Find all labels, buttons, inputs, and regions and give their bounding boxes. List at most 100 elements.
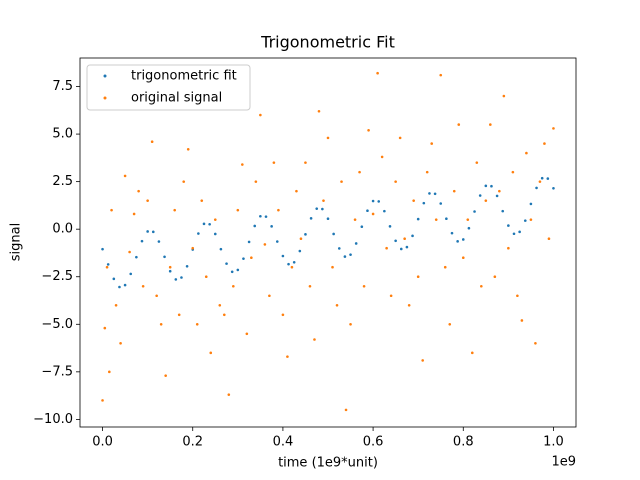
point: [326, 217, 330, 221]
point: [490, 184, 493, 188]
point: [123, 174, 127, 178]
point: [290, 265, 294, 269]
x-axis-label: time (1e9*unit): [278, 456, 378, 471]
point: [225, 262, 228, 265]
point: [434, 218, 438, 221]
point: [195, 322, 199, 326]
point: [164, 374, 167, 377]
point: [219, 247, 223, 251]
point: [105, 265, 109, 269]
point: [535, 186, 538, 190]
y-axis-label: signal: [9, 223, 24, 261]
point: [520, 319, 524, 322]
point: [529, 218, 533, 221]
point: [450, 231, 454, 235]
point: [250, 256, 253, 260]
point: [101, 399, 104, 402]
point: [484, 199, 488, 202]
point: [394, 180, 397, 183]
point: [495, 194, 499, 198]
y-tick-label: −7.5: [41, 364, 73, 379]
point: [197, 232, 200, 235]
point: [516, 294, 519, 298]
point: [480, 284, 483, 288]
point: [416, 275, 420, 279]
point: [353, 218, 357, 221]
point: [103, 326, 107, 330]
point: [277, 208, 280, 212]
point: [268, 294, 271, 298]
point: [478, 194, 482, 197]
point: [264, 215, 268, 218]
y-tick-label: 5.0: [52, 127, 73, 142]
point: [475, 161, 479, 164]
point: [254, 180, 258, 183]
point: [119, 342, 122, 345]
point: [209, 351, 213, 355]
point: [389, 294, 393, 298]
point: [529, 202, 533, 206]
point: [286, 355, 289, 358]
point: [106, 263, 110, 266]
point: [292, 260, 296, 264]
point: [236, 268, 240, 272]
point: [416, 217, 420, 221]
point: [157, 240, 161, 243]
point: [543, 142, 546, 145]
point: [295, 189, 298, 193]
point: [371, 212, 375, 216]
y-tick-label: 7.5: [52, 79, 73, 94]
point: [439, 73, 443, 77]
point: [155, 294, 158, 298]
x-tick-label: 0.6: [363, 435, 384, 450]
point: [140, 239, 144, 243]
point: [443, 265, 447, 269]
point: [202, 222, 206, 226]
point: [439, 202, 443, 205]
point: [360, 225, 364, 229]
x-tick-label: 0.8: [453, 435, 474, 450]
point: [552, 186, 555, 190]
y-tick-label: 2.5: [52, 174, 73, 189]
point: [263, 243, 267, 246]
point: [241, 163, 244, 166]
point: [321, 207, 324, 211]
point: [470, 351, 474, 355]
plot-frame: [79, 57, 577, 428]
point: [168, 269, 172, 273]
point: [108, 370, 111, 374]
point: [489, 123, 492, 126]
point: [552, 127, 555, 130]
point: [180, 276, 183, 279]
point: [141, 284, 145, 288]
point: [457, 123, 461, 126]
x-offset-text: 1e9: [551, 455, 576, 470]
point: [371, 199, 375, 203]
legend-marker: [103, 96, 107, 100]
point: [377, 200, 381, 203]
point: [362, 284, 366, 288]
point: [281, 313, 285, 317]
y-tick-label: −5.0: [41, 317, 73, 332]
point: [461, 256, 465, 260]
x-tick-label: 0.2: [182, 435, 203, 450]
point: [308, 284, 312, 288]
point: [163, 255, 166, 259]
point: [349, 322, 352, 326]
point: [547, 237, 551, 240]
point: [501, 209, 505, 213]
point: [174, 278, 178, 281]
point: [177, 313, 181, 317]
point: [129, 272, 133, 276]
point: [135, 255, 138, 259]
point: [118, 285, 121, 289]
point: [428, 192, 431, 195]
point: [445, 217, 448, 221]
point: [208, 222, 211, 226]
legend-marker: [103, 74, 107, 78]
point: [422, 201, 426, 205]
point: [213, 218, 217, 221]
point: [385, 246, 388, 250]
point: [245, 332, 249, 336]
point: [456, 240, 459, 243]
